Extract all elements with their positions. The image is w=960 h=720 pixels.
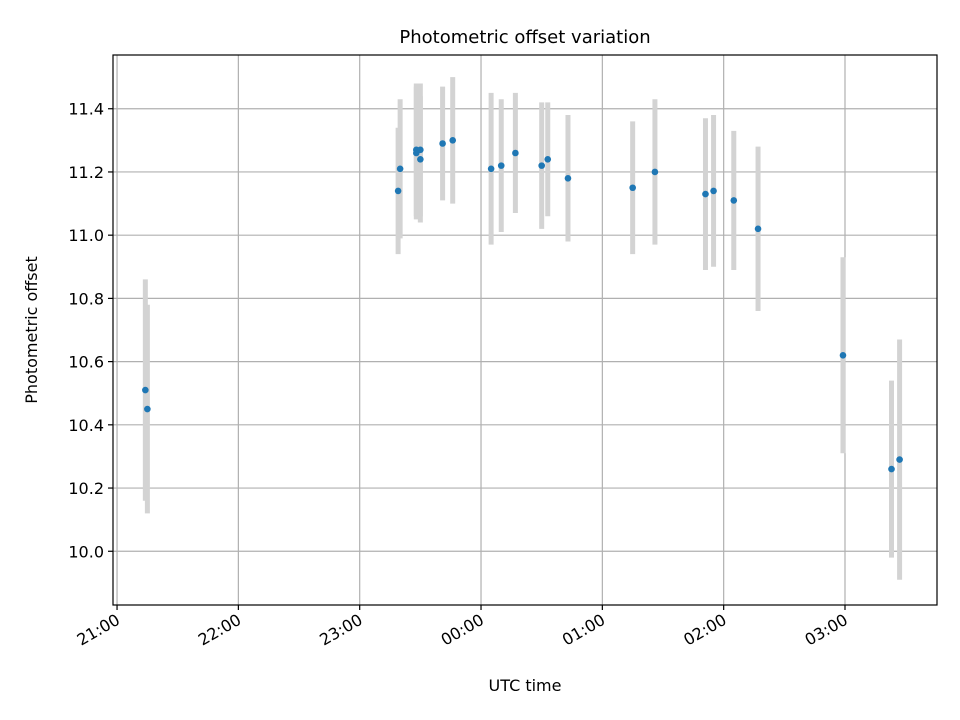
- x-tick-label: 21:00: [74, 610, 123, 650]
- data-point: [702, 190, 709, 198]
- data-points: [142, 137, 903, 473]
- data-point: [710, 187, 717, 195]
- y-tick-label: 10.6: [68, 353, 104, 372]
- data-point: [417, 156, 424, 163]
- y-tick-label: 10.8: [68, 289, 104, 308]
- data-point: [439, 140, 446, 147]
- chart-title: Photometric offset variation: [399, 27, 650, 48]
- y-tick-label: 11.2: [68, 163, 104, 182]
- x-tick-label: 00:00: [438, 610, 487, 650]
- data-point: [449, 137, 457, 144]
- y-tick-label: 10.2: [68, 479, 104, 498]
- y-axis: 10.0 10.2 10.4 10.6 10.8 11.0 11.2 11.4: [68, 100, 113, 561]
- data-point: [396, 165, 404, 173]
- data-point: [651, 168, 659, 176]
- x-tick-label: 23:00: [316, 610, 365, 650]
- data-point: [754, 225, 762, 233]
- data-point: [497, 162, 505, 169]
- y-tick-label: 10.4: [68, 416, 104, 435]
- y-tick-label: 11.4: [68, 100, 104, 119]
- data-point: [487, 165, 495, 173]
- plot-frame: [112, 54, 938, 606]
- data-point: [629, 184, 636, 192]
- data-point: [512, 149, 519, 157]
- data-point: [394, 187, 402, 195]
- data-point: [544, 156, 552, 163]
- data-point: [730, 197, 738, 204]
- data-point: [538, 162, 545, 169]
- x-tick-label: 22:00: [195, 610, 244, 650]
- data-point: [896, 456, 903, 463]
- x-tick-label: 03:00: [802, 610, 851, 650]
- data-point: [144, 405, 151, 413]
- data-point: [564, 174, 572, 182]
- y-tick-label: 11.0: [68, 226, 104, 245]
- y-tick-label: 10.0: [68, 542, 104, 561]
- x-axis: 21:00 22:00 23:00 00:00 01:00 02:00 03:00: [74, 605, 851, 650]
- data-point: [839, 351, 847, 359]
- x-axis-label: UTC time: [489, 676, 562, 695]
- data-point: [417, 146, 424, 154]
- data-point: [142, 386, 149, 394]
- x-tick-label: 01:00: [559, 610, 608, 650]
- y-axis-label: Photometric offset: [22, 256, 41, 404]
- data-point: [888, 465, 895, 473]
- error-bars: [142, 77, 903, 580]
- grid: [113, 55, 937, 605]
- x-tick-label: 02:00: [680, 610, 729, 650]
